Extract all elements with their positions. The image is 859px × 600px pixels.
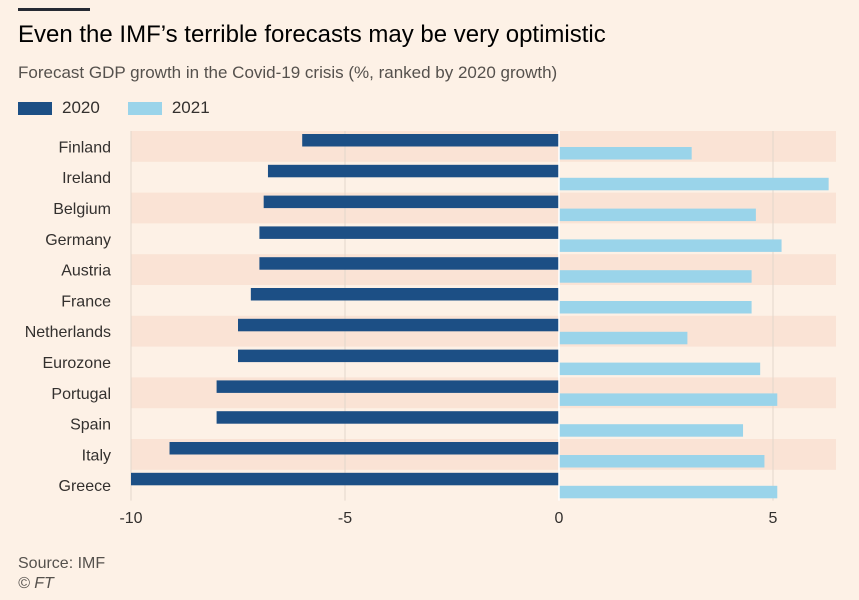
bar-2020-portugal xyxy=(216,380,559,393)
bar-2020-finland xyxy=(302,134,559,147)
brand-bar xyxy=(18,8,90,11)
category-label: Netherlands xyxy=(25,324,111,341)
bar-2021-greece xyxy=(559,485,778,499)
bar-2021-spain xyxy=(559,424,744,437)
bar-2021-germany xyxy=(559,239,782,252)
chart-subtitle: Forecast GDP growth in the Covid-19 cris… xyxy=(18,63,558,82)
category-label: France xyxy=(61,293,111,310)
source-note: Source: IMF xyxy=(18,555,106,572)
legend-label-2021: 2021 xyxy=(171,98,210,117)
x-tick-label: 0 xyxy=(555,510,564,527)
bar-2020-greece xyxy=(131,472,559,486)
bar-2021-ireland xyxy=(559,177,829,191)
category-label: Eurozone xyxy=(43,355,112,372)
chart-title: Even the IMF’s terrible forecasts may be… xyxy=(18,21,606,48)
x-tick-label: -10 xyxy=(119,510,142,527)
bar-2020-germany xyxy=(259,226,559,239)
x-tick-label: 5 xyxy=(769,510,778,527)
bar-2021-belgium xyxy=(559,208,756,222)
bar-2020-ireland xyxy=(267,164,559,178)
category-label: Spain xyxy=(70,417,111,434)
category-label: Greece xyxy=(59,478,112,495)
legend-swatch-2020 xyxy=(18,101,52,115)
credit-note: © FT xyxy=(18,575,54,592)
category-label: Portugal xyxy=(51,386,111,403)
bar-2021-france xyxy=(559,301,752,314)
bar-2020-belgium xyxy=(263,195,559,209)
category-label: Belgium xyxy=(53,201,111,218)
legend-item-2020: 2020 xyxy=(18,98,100,118)
bar-2020-netherlands xyxy=(238,318,559,332)
bar-2021-netherlands xyxy=(559,331,688,345)
legend-swatch-2021 xyxy=(127,101,162,115)
category-label: Ireland xyxy=(62,170,111,187)
bar-2021-finland xyxy=(559,147,692,160)
category-label: Austria xyxy=(61,263,111,280)
bar-2020-italy xyxy=(169,442,559,455)
legend-label-2020: 2020 xyxy=(62,98,100,117)
x-tick-label: -5 xyxy=(338,510,352,527)
bar-2020-austria xyxy=(259,257,559,270)
bar-2020-spain xyxy=(216,411,559,424)
bar-2020-france xyxy=(250,288,559,301)
legend-item-2021: 2021 xyxy=(127,98,210,118)
bar-2020-eurozone xyxy=(238,349,559,363)
bar-2021-austria xyxy=(559,270,752,283)
bar-2021-portugal xyxy=(559,393,778,406)
bar-2021-italy xyxy=(559,455,765,468)
bar-2021-eurozone xyxy=(559,362,761,376)
category-label: Italy xyxy=(82,447,111,464)
category-label: Finland xyxy=(59,139,111,156)
category-label: Germany xyxy=(45,232,111,249)
legend: 2020 2021 xyxy=(18,98,238,118)
